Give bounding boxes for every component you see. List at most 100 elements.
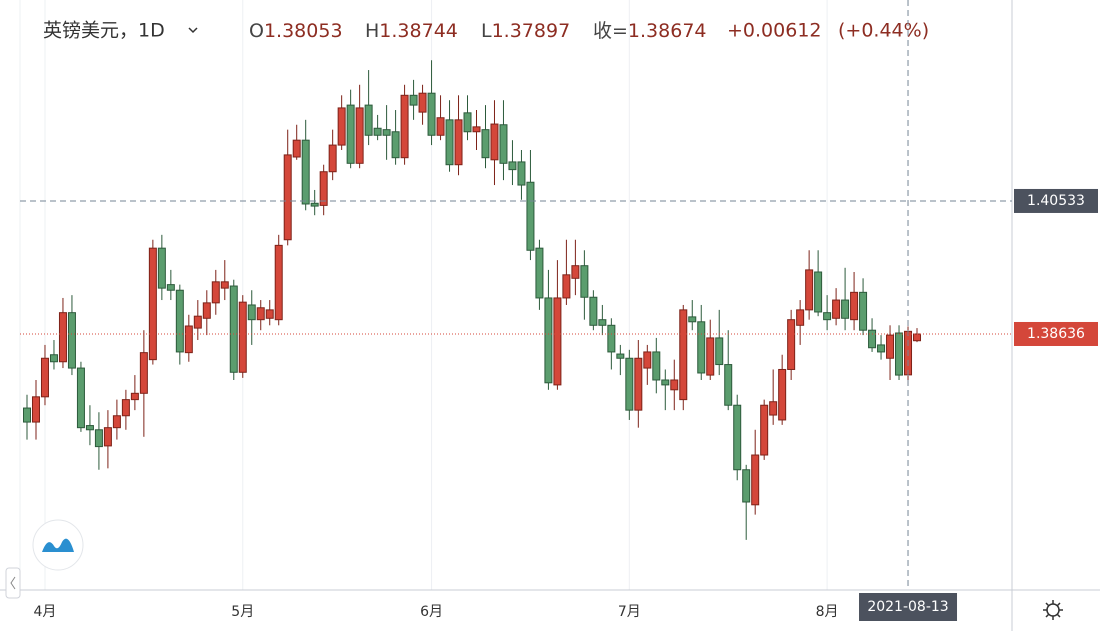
candle-body — [661, 379, 670, 386]
legend-value: 1.38744 — [379, 20, 458, 42]
candle-body — [553, 297, 562, 386]
candle-body — [445, 119, 454, 166]
candle-body — [184, 325, 193, 354]
interval-dropdown[interactable] — [188, 27, 198, 34]
candle-body — [202, 302, 211, 319]
candle-body — [130, 392, 139, 401]
legend-label: O — [249, 20, 264, 42]
candle-body — [607, 324, 616, 353]
scroll-icon — [10, 576, 16, 590]
x-tick-label: 5月 — [231, 604, 254, 620]
candle-body — [274, 244, 283, 321]
candle-body — [652, 351, 661, 381]
candle-body — [76, 367, 85, 429]
legend-item: H1.38744 — [365, 20, 458, 42]
candle-body — [85, 425, 94, 431]
candle-body — [400, 94, 409, 159]
legend-item: L1.37897 — [481, 20, 570, 42]
candle-body — [562, 274, 571, 299]
candle-body — [895, 332, 904, 376]
candle-body — [877, 344, 886, 353]
scroll-button[interactable] — [5, 567, 21, 599]
logo[interactable] — [32, 519, 84, 571]
candle-body — [706, 337, 715, 376]
overlay: 1.40533 2021-08-13 1.38636 — [20, 0, 1098, 621]
candle-body — [436, 117, 445, 136]
candle-body — [526, 181, 535, 251]
candle-body — [742, 469, 751, 503]
candle-body — [499, 124, 508, 164]
candle-body — [238, 301, 247, 373]
candle-body — [589, 296, 598, 326]
candle-body — [850, 291, 859, 321]
legend: O1.38053 H1.38744 L1.37897 收=1.38674 +0.0061… — [249, 20, 929, 42]
candle-body — [364, 104, 373, 136]
last-price-box — [1014, 321, 1098, 346]
x-tick-label: 7月 — [618, 604, 641, 620]
candle-body — [490, 123, 499, 161]
candle-body — [814, 271, 823, 313]
candle-body — [427, 92, 436, 136]
candle-body — [175, 289, 184, 353]
candle-body — [292, 139, 301, 158]
candle-body — [301, 139, 310, 205]
candle-body — [688, 316, 697, 323]
candle-body — [859, 291, 868, 331]
candle-body — [913, 333, 922, 342]
chart-title[interactable]: 英镑美元，1D — [43, 20, 165, 42]
gear-teeth — [1043, 600, 1063, 620]
candle-body — [229, 285, 238, 373]
logo-circle — [32, 519, 84, 571]
candle-body — [328, 144, 337, 173]
legend-change-pct: (+0.44%) — [838, 20, 929, 42]
legend-value: 1.37897 — [492, 20, 571, 42]
candle-body — [31, 396, 40, 423]
candle-body — [94, 429, 103, 448]
candle-body — [418, 92, 427, 113]
candle-body — [625, 357, 634, 411]
candle-body — [310, 202, 319, 207]
candle-body — [508, 161, 517, 171]
candle-body — [787, 319, 796, 370]
candle-body — [643, 351, 652, 369]
candle-body — [355, 107, 364, 164]
crosshair-date-box — [859, 593, 958, 621]
legend-label: 收= — [593, 20, 628, 42]
candle-body — [319, 171, 328, 206]
candle-body — [157, 247, 166, 289]
candle-body — [670, 379, 679, 391]
candle-body — [256, 307, 265, 321]
candle-body — [283, 154, 292, 241]
candle-body — [886, 334, 895, 359]
candle-body — [211, 281, 220, 304]
candle-body — [616, 353, 625, 359]
candle-body — [337, 107, 346, 146]
candle-body — [58, 312, 67, 363]
candle-body — [193, 315, 202, 329]
legend-value: 1.38053 — [264, 20, 343, 42]
candle-body — [148, 247, 157, 361]
candle-body — [751, 454, 760, 506]
legend-value: 1.38674 — [628, 20, 707, 42]
legend-item: O1.38053 — [249, 20, 343, 42]
legend-change: +0.00612 — [727, 20, 822, 42]
candle-body — [769, 401, 778, 416]
candle-body — [23, 407, 31, 423]
crosshair-price-label: 1.40533 — [1027, 193, 1085, 209]
candle-body — [112, 415, 121, 429]
candle-body — [481, 129, 490, 159]
x-tick-label: 8月 — [816, 604, 839, 620]
crosshair-date-label: 2021-08-13 — [867, 599, 948, 615]
candle-body — [571, 265, 580, 279]
candle-body — [724, 364, 733, 406]
candle-body — [679, 309, 688, 401]
candle-body — [598, 319, 607, 326]
settings-icon[interactable] — [1043, 600, 1063, 620]
candle-body — [121, 399, 130, 417]
candle-body — [247, 304, 256, 321]
candle-body — [382, 129, 391, 136]
candle-body — [778, 368, 787, 421]
candle-body — [220, 281, 229, 289]
candle-body — [823, 312, 832, 321]
